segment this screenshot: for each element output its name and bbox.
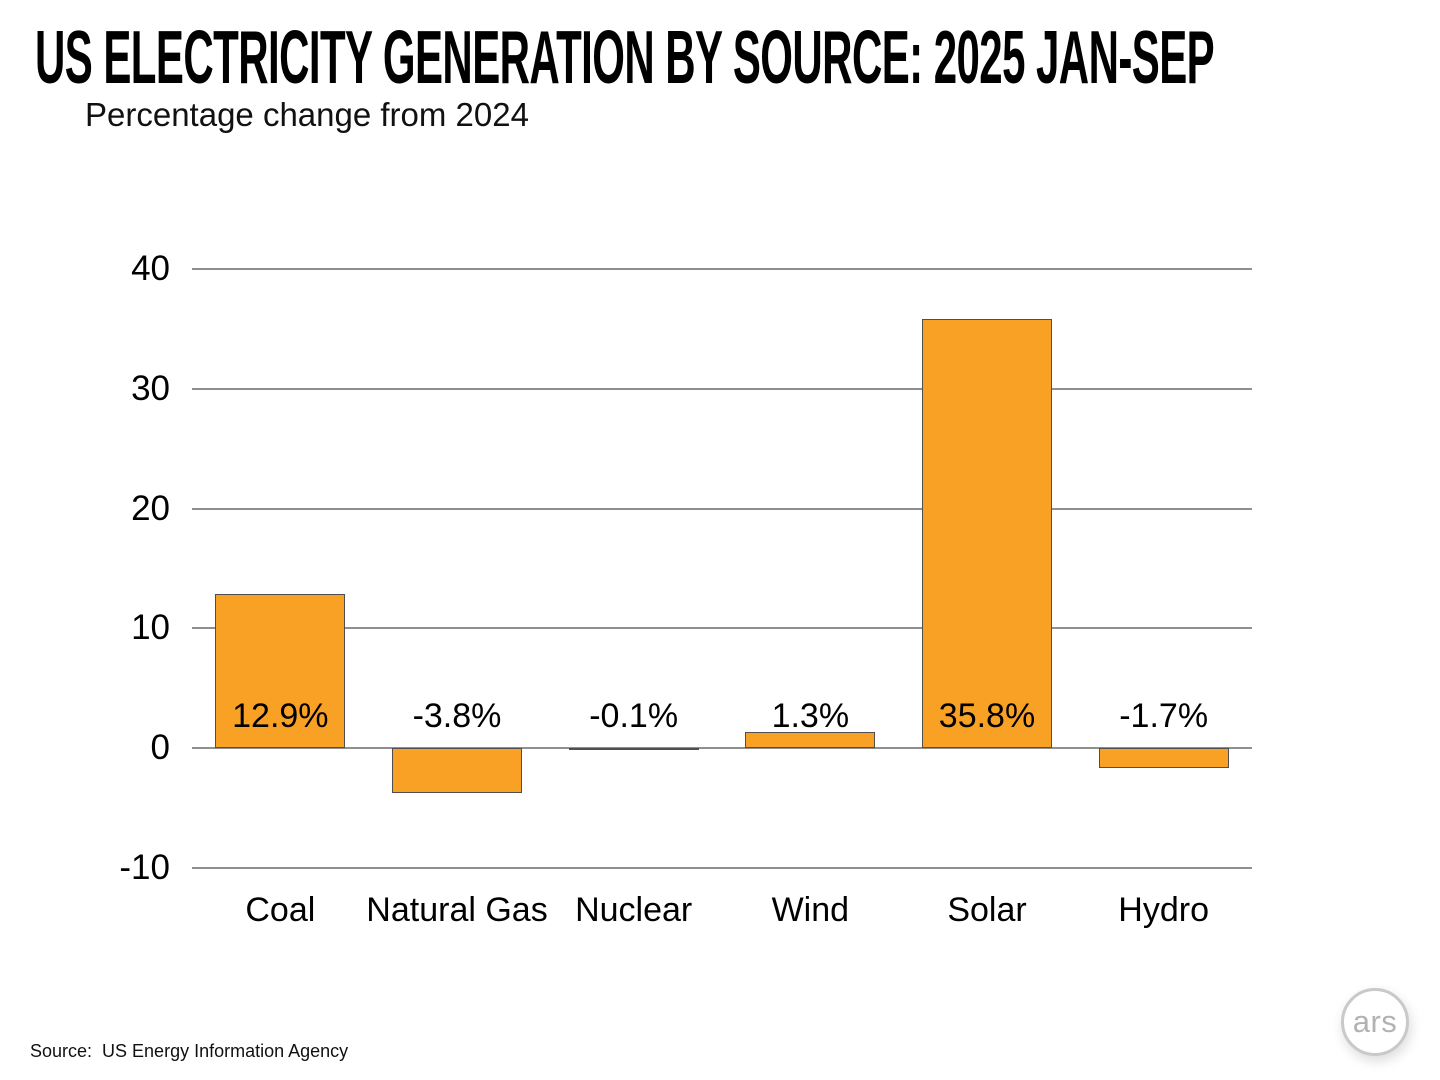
bar-wind [745,732,876,748]
value-label-hydro: -1.7% [1119,697,1209,735]
chart-title: US ELECTRICITY GENERATION BY SOURCE: 202… [35,14,1440,100]
category-label-coal: Coal [245,891,316,929]
category-label-natural-gas: Natural Gas [366,891,548,929]
gridline-40 [192,268,1252,271]
bar-hydro [1098,748,1229,769]
y-tick-label--10: -10 [119,847,170,887]
bar-coal [215,593,346,748]
ars-logo: ars [1341,988,1409,1056]
category-label-wind: Wind [771,891,850,929]
chart-subtitle: Percentage change from 2024 [85,96,529,133]
gridline-20 [192,507,1252,510]
chart-title-text: US ELECTRICITY GENERATION BY SOURCE: 202… [35,15,1215,99]
value-label-natural-gas: -3.8% [412,697,502,735]
y-tick-label-40: 40 [131,249,170,289]
gridline-10 [192,627,1252,630]
category-label-nuclear: Nuclear [575,891,693,929]
gridline--10 [192,866,1252,869]
ars-logo-text: ars [1352,1004,1398,1039]
y-tick-label-0: 0 [150,728,170,767]
value-label-wind: 1.3% [771,697,850,735]
bar-natural-gas [392,748,522,794]
bar-nuclear [568,748,699,750]
y-tick-label-20: 20 [131,488,170,528]
gridline-30 [192,387,1252,390]
y-tick-label-10: 10 [131,608,170,648]
value-label-solar: 35.8% [938,697,1036,735]
category-label-solar: Solar [947,891,1027,929]
category-label-hydro: Hydro [1118,891,1209,929]
gridline-0 [192,747,1252,749]
value-label-coal: 12.9% [232,697,329,735]
bar-solar [922,319,1052,748]
value-label-nuclear: -0.1% [589,697,679,735]
y-tick-label-30: 30 [131,368,170,408]
source-note: Source: US Energy Information Agency [30,1041,349,1061]
